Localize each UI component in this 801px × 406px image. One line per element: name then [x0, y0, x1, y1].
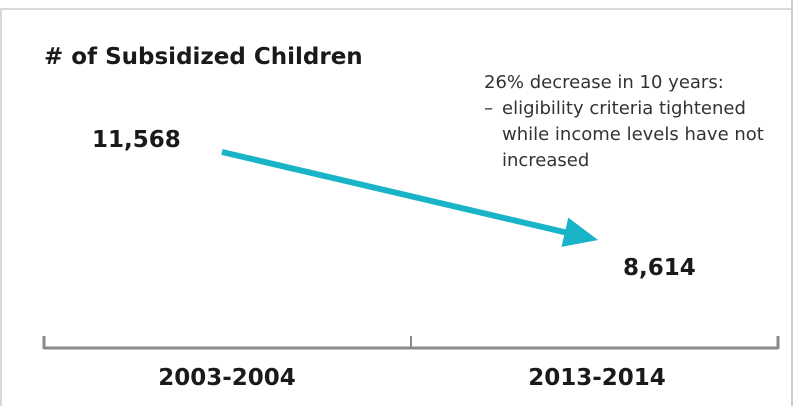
data-label-2003-2004: 11,568: [92, 127, 181, 153]
annotation-heading: 26% decrease in 10 years:: [484, 72, 724, 93]
annotation-bullet: – eligibility criteria tightened while i…: [484, 96, 772, 174]
bullet-dash: –: [484, 98, 493, 119]
frame-top-border: [0, 8, 793, 10]
trend-arrow-line: [221, 149, 568, 236]
data-label-2013-2014: 8,614: [623, 255, 696, 281]
category-label-2003-2004: 2003-2004: [158, 365, 296, 391]
category-label-2013-2014: 2013-2014: [528, 365, 666, 391]
frame-left-border: [0, 8, 2, 406]
frame-right-border: [791, 0, 793, 406]
trend-arrow-head: [561, 217, 598, 247]
annotation-block: 26% decrease in 10 years: – eligibility …: [484, 70, 794, 174]
annotation-bullet-text: eligibility criteria tightened while inc…: [502, 98, 764, 171]
chart-title: # of Subsidized Children: [44, 44, 363, 70]
